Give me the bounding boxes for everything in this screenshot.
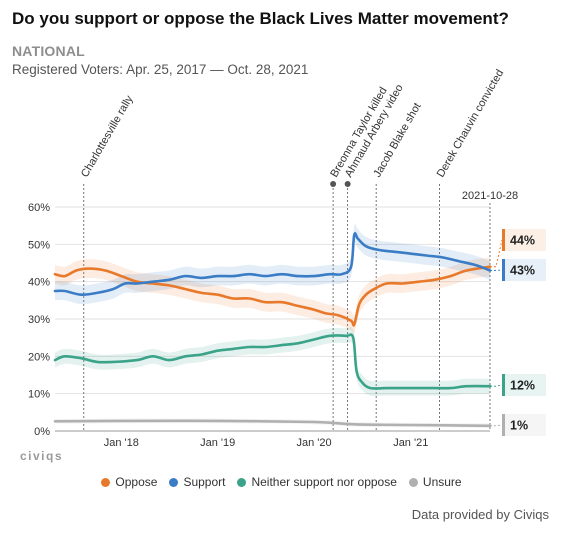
legend-label: Support: [183, 475, 226, 489]
end-label-accent: [502, 374, 505, 396]
series-line: [53, 265, 492, 327]
event-marker: [330, 181, 337, 187]
legend-swatch: [408, 477, 418, 487]
legend-item: Unsure: [408, 475, 462, 489]
x-tick-label: Jan '21: [393, 437, 428, 449]
civiqs-logo: civiqs: [20, 449, 64, 463]
end-value-label: 44%: [510, 234, 535, 248]
legend: Oppose Support Neither support nor oppose U…: [0, 475, 563, 489]
y-tick-label: 40%: [28, 277, 50, 289]
event-marker: [344, 181, 351, 187]
series-line: [53, 232, 492, 297]
end-label-box: [502, 229, 546, 251]
end-label-box: [502, 414, 546, 436]
confidence-band: [55, 224, 490, 305]
legend-item: Oppose: [101, 475, 157, 489]
x-tick-label: Jan '19: [200, 437, 235, 449]
end-label-leader: [490, 239, 503, 268]
chart-title: Do you support or oppose the Black Lives…: [12, 9, 509, 28]
x-tick-label: Jan '20: [297, 437, 332, 449]
end-label-leader: [490, 424, 503, 427]
legend-swatch: [169, 477, 179, 487]
legend-label: Oppose: [115, 475, 158, 489]
end-label-accent: [502, 414, 505, 436]
end-value-label: 12%: [510, 379, 535, 393]
end-label-box: [502, 259, 546, 281]
population-description: Registered Voters: Apr. 25, 2017 — Oct. …: [12, 62, 309, 77]
data-credit: Data provided by Civiqs: [411, 507, 549, 522]
end-value-label: 1%: [510, 419, 528, 433]
confidence-band: [55, 257, 490, 335]
end-label-box: [502, 374, 546, 396]
event-label: Charlottesville rally: [79, 93, 136, 179]
series-line: [53, 419, 492, 428]
scope-label: NATIONAL: [12, 43, 85, 59]
event-label: Derek Chauvin convicted: [435, 68, 507, 180]
y-tick-label: 60%: [28, 202, 50, 214]
x-tick-label: Jan '18: [104, 437, 139, 449]
legend-item: Support: [169, 475, 225, 489]
end-label-accent: [502, 229, 505, 251]
end-date-label: 2021-10-28: [462, 190, 518, 202]
line-chart: 0% 10% 20% 30% 40% 50% 60% Jan '18 Jan '19 Jan '2…: [28, 68, 546, 449]
y-tick-label: 0%: [34, 426, 50, 438]
legend-swatch: [101, 477, 111, 487]
legend-label: Neither support nor oppose: [251, 475, 397, 489]
legend-swatch: [237, 477, 247, 487]
legend-label: Unsure: [422, 475, 462, 489]
y-tick-label: 20%: [28, 351, 50, 363]
end-label-leader: [490, 384, 503, 387]
y-tick-label: 10%: [28, 389, 50, 401]
end-value-label: 43%: [510, 264, 535, 278]
y-tick-label: 30%: [28, 314, 50, 326]
series-line: [53, 333, 492, 390]
legend-item: Neither support nor oppose: [237, 475, 397, 489]
end-label-accent: [502, 259, 505, 281]
y-tick-label: 50%: [28, 239, 50, 251]
